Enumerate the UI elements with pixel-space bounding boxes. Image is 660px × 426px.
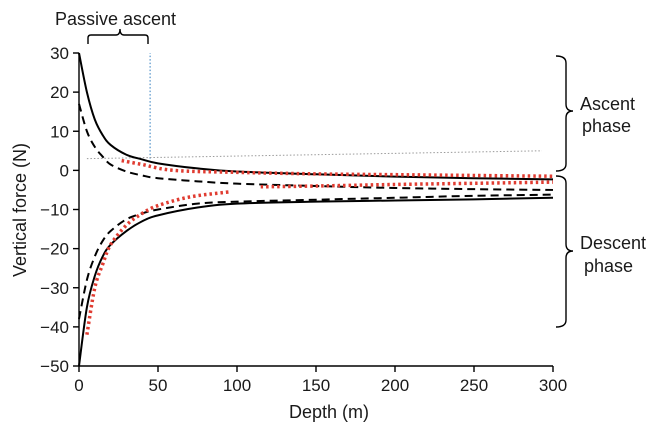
ascent-phase-label-line2: phase — [582, 116, 631, 136]
y-tick-label: 0 — [60, 161, 69, 180]
x-axis-title: Depth (m) — [289, 402, 369, 422]
x-tick-label: 150 — [302, 376, 330, 395]
y-tick-label: −30 — [40, 279, 69, 298]
x-tick-label: 0 — [74, 376, 83, 395]
ascent-dotted-series-line-2 — [121, 158, 554, 178]
x-tick-label: 300 — [539, 376, 567, 395]
annotations-layer: Passive ascent Ascent phase Descent phas… — [55, 9, 646, 328]
descent-solid-series-line-4 — [78, 196, 554, 367]
y-tick-label: −50 — [40, 357, 69, 376]
ascent-solid-series-line-0 — [78, 52, 554, 181]
ascent-phase-label-line1: Ascent — [580, 94, 635, 114]
y-tick-label: −10 — [40, 201, 69, 220]
y-tick-label: −40 — [40, 318, 69, 337]
y-axis-title: Vertical force (N) — [10, 143, 30, 277]
descent-dashed-series-line-5 — [78, 193, 554, 320]
guide-lines-layer — [86, 53, 542, 160]
ascent-dashed-series-line-1 — [78, 103, 554, 191]
passive-ascent-brace — [87, 28, 149, 44]
passive-ascent-label: Passive ascent — [55, 9, 176, 29]
x-tick-label: 250 — [460, 376, 488, 395]
y-tick-label: 10 — [50, 122, 69, 141]
x-tick-label: 200 — [381, 376, 409, 395]
x-tick-label: 50 — [149, 376, 168, 395]
series-layer — [78, 52, 554, 367]
ascent-dotted-series-line-3 — [260, 180, 554, 189]
y-tick-label: 30 — [50, 44, 69, 63]
ascent-phase-brace — [555, 55, 574, 172]
y-tick-label: 20 — [50, 83, 69, 102]
descent-phase-brace — [555, 175, 574, 328]
descent-phase-label-line1: Descent — [580, 233, 646, 253]
y-tick-label: −20 — [40, 240, 69, 259]
guide-line-1 — [86, 150, 542, 160]
descent-phase-label-line2: phase — [584, 256, 633, 276]
x-tick-label: 100 — [223, 376, 251, 395]
descent-dotted-series-line-6 — [85, 190, 230, 335]
